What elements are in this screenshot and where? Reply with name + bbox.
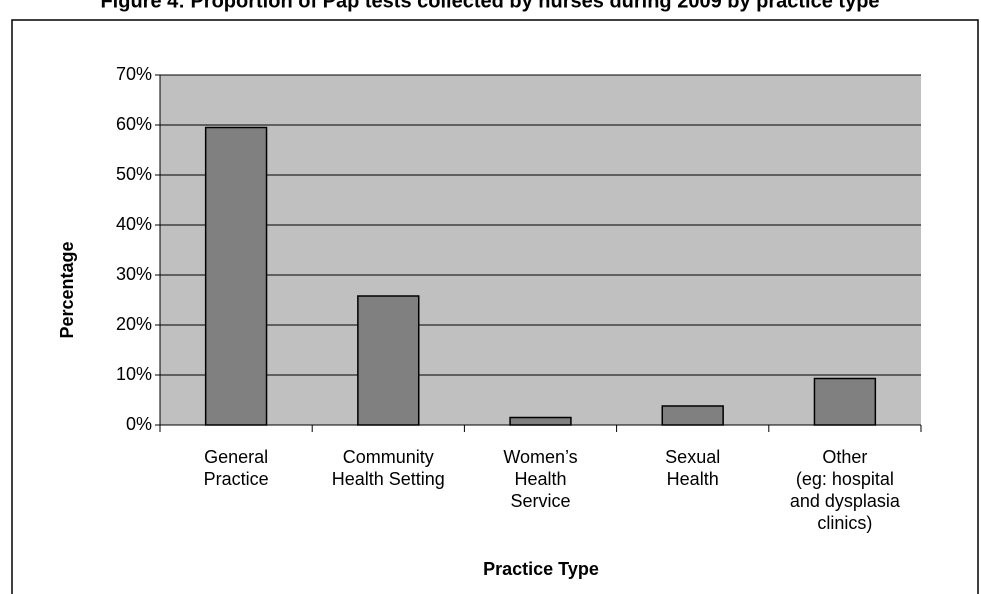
x-axis-title: Practice Type <box>483 559 599 579</box>
y-tick-label: 10% <box>116 364 152 384</box>
bar <box>509 416 572 426</box>
x-tick-label: General <box>204 447 268 467</box>
x-tick-label: clinics) <box>817 513 872 533</box>
y-tick-label: 20% <box>116 314 152 334</box>
bar <box>813 377 877 426</box>
bar <box>661 405 724 426</box>
x-tick-label: Sexual <box>665 447 720 467</box>
x-tick-label: Practice <box>204 469 269 489</box>
y-tick-label: 50% <box>116 164 152 184</box>
x-tick-label: Health Setting <box>332 469 445 489</box>
chart-title: Figure 4: Proportion of Pap tests collec… <box>100 0 879 12</box>
x-tick-label: Other <box>822 447 867 467</box>
x-tick-label: Women’s <box>503 447 577 467</box>
y-tick-label: 30% <box>116 264 152 284</box>
bar <box>357 295 420 426</box>
plot-area <box>160 75 921 425</box>
x-tick-label: Health <box>667 469 719 489</box>
y-tick-label: 40% <box>116 214 152 234</box>
x-tick-label: Service <box>510 491 570 511</box>
bar <box>204 126 268 426</box>
y-tick-label: 60% <box>116 114 152 134</box>
y-tick-label: 70% <box>116 64 152 84</box>
y-tick-label: 0% <box>126 414 152 434</box>
x-tick-label: and dysplasia <box>790 491 901 511</box>
x-tick-label: (eg: hospital <box>796 469 894 489</box>
x-tick-label: Community <box>343 447 434 467</box>
x-tick-label: Health <box>514 469 566 489</box>
y-axis-title: Percentage <box>57 241 77 338</box>
